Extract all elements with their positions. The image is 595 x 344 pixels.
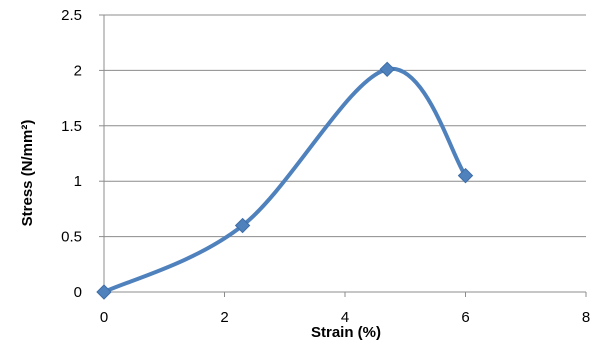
x-tick-label: 8: [582, 309, 590, 326]
data-point-marker: [234, 217, 251, 234]
series-line: [103, 67, 468, 294]
y-tick-label: 1: [74, 173, 82, 190]
y-tick-label: 0.5: [61, 229, 82, 246]
data-point-marker: [96, 284, 112, 300]
x-tick-labels: 0 2 4 6 8: [100, 309, 590, 326]
gridlines: [104, 14, 586, 238]
y-tick-label: 2: [74, 62, 82, 79]
x-tick-label: 2: [220, 309, 228, 326]
x-tick-label: 4: [341, 309, 349, 326]
x-tick-label: 0: [100, 309, 108, 326]
x-tick-label: 6: [461, 309, 469, 326]
y-tick-label: 0: [74, 284, 82, 301]
data-point-marker: [457, 167, 474, 184]
y-axis-title: Stress (N/mm²): [19, 120, 36, 227]
y-tick-label: 2.5: [61, 7, 82, 24]
x-axis-title: Strain (%): [311, 324, 381, 341]
data-point-marker: [379, 61, 395, 77]
data-series: [96, 61, 474, 300]
y-tick-label: 1.5: [61, 118, 82, 135]
axes: [99, 14, 587, 297]
y-tick-labels: 0 0.5 1 1.5 2 2.5: [61, 7, 82, 301]
